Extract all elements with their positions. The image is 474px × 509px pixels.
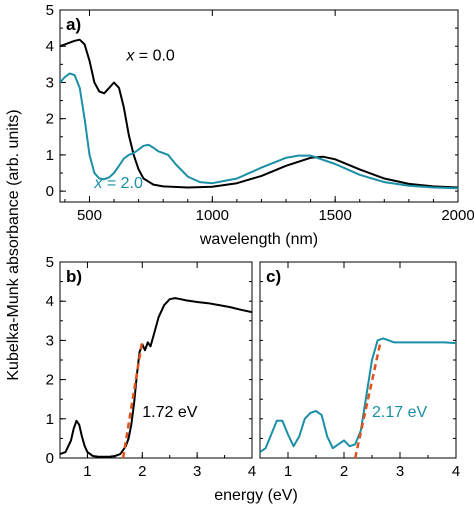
- y-tick-label: 0: [46, 183, 54, 200]
- series-line-1: [60, 72, 458, 190]
- annotation-variable: x: [93, 175, 103, 192]
- annotation-value: = 0.0: [134, 48, 175, 65]
- x-tick-label: 1: [284, 463, 292, 480]
- tangent-line: [353, 342, 382, 458]
- x-tick-label: 1: [83, 463, 91, 480]
- plot-frame: [59, 9, 459, 203]
- y-tick-label: 4: [46, 293, 54, 310]
- panel-label: b): [66, 267, 82, 286]
- x-tick-label: 500: [77, 207, 102, 224]
- annotation-label: x = 2.0: [93, 175, 143, 192]
- shared-ylabel: Kubelka-Munk absorbance (arb. units): [5, 109, 22, 380]
- x-axis-label: wavelength (nm): [199, 231, 318, 248]
- x-tick-label: 2000: [441, 207, 474, 224]
- plot-frame: [59, 261, 253, 459]
- x-tick-label: 4: [452, 463, 460, 480]
- x-tick-label: 2: [138, 463, 146, 480]
- y-tick-label: 1: [46, 411, 54, 428]
- series-line-0: [60, 38, 458, 189]
- panel-c: 1 2 3 4 c) 2.17 eV energy (eV): [214, 261, 460, 504]
- y-tick-label: 1: [46, 147, 54, 164]
- y-tick-label: 3: [46, 74, 54, 91]
- plot-frame: [259, 261, 457, 459]
- y-tick-label: 5: [46, 254, 54, 271]
- annotation-variable: x: [125, 48, 135, 65]
- x-axis-label: energy (eV): [214, 487, 298, 504]
- tangent-line: [121, 340, 144, 458]
- x-tick-label: 3: [193, 463, 201, 480]
- x-tick-label: 4: [248, 463, 256, 480]
- annotation-label: 1.72 eV: [142, 404, 197, 421]
- x-tick-label: 2: [340, 463, 348, 480]
- annotation-label: 2.17 eV: [372, 404, 427, 421]
- annotation-label: x = 0.0: [125, 48, 175, 65]
- y-tick-label: 3: [46, 332, 54, 349]
- series-line-0: [260, 337, 456, 453]
- y-tick-label: 4: [46, 38, 54, 55]
- y-tick-label: 0: [46, 450, 54, 467]
- x-tick-label: 3: [396, 463, 404, 480]
- panel-b: 1 2 3 4 0 1 2 3 4 5 b) 1.72 eV: [46, 254, 257, 480]
- series-line-0: [60, 297, 252, 458]
- annotation-value: = 2.0: [102, 175, 143, 192]
- panel-label: a): [66, 15, 81, 34]
- y-tick-label: 2: [46, 372, 54, 389]
- panel-label: c): [266, 267, 281, 286]
- x-tick-label: 1000: [196, 207, 229, 224]
- x-tick-label: 1500: [318, 207, 351, 224]
- y-tick-label: 5: [46, 2, 54, 19]
- y-tick-label: 2: [46, 111, 54, 128]
